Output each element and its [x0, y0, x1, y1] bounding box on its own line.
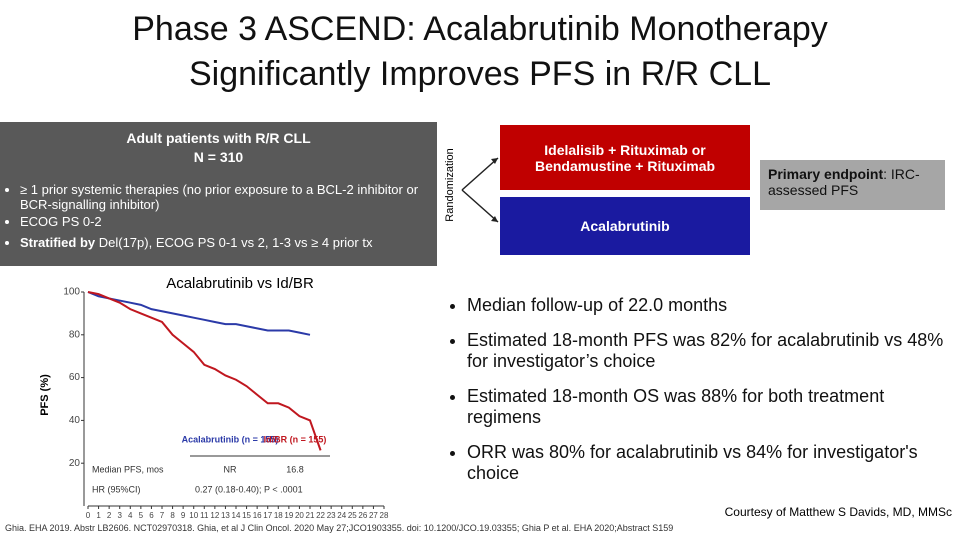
legend-entry: Acalabrutinib (n = 155)	[182, 434, 279, 444]
bullets: Median follow-up of 22.0 months Estimate…	[445, 295, 945, 498]
x-tick-label: 11	[200, 511, 209, 520]
km-chart: Acalabrutinib vs Id/BR PFS (%) 204060801…	[39, 275, 389, 520]
x-tick-label: 27	[369, 511, 378, 520]
y-tick-label: 100	[63, 287, 80, 298]
x-tick-label: 3	[117, 511, 122, 520]
table-cell: HR (95%CI)	[92, 484, 141, 494]
x-tick-label: 5	[139, 511, 144, 520]
courtesy: Courtesy of Matthew S Davids, MD, MMSc	[724, 505, 952, 519]
endpoint-box: Primary endpoint: IRC-assessed PFS	[760, 160, 945, 210]
stratification: Stratified by Del(17p), ECOG PS 0-1 vs 2…	[20, 235, 420, 250]
criterion: ECOG PS 0-2	[20, 214, 420, 229]
x-tick-label: 1	[96, 511, 101, 520]
chart-title: Acalabrutinib vs Id/BR	[166, 275, 314, 292]
x-tick-label: 9	[181, 511, 186, 520]
y-axis-label: PFS (%)	[39, 374, 51, 416]
x-tick-label: 20	[295, 511, 304, 520]
bullet: Estimated 18-month PFS was 82% for acala…	[467, 330, 945, 372]
x-tick-label: 6	[149, 511, 154, 520]
y-tick-label: 60	[69, 372, 81, 383]
km-curve	[87, 291, 311, 336]
table-cell: NR	[224, 464, 237, 474]
arm: Idelalisib + Rituximab or Bendamustine +…	[534, 141, 716, 174]
x-tick-label: 8	[170, 511, 175, 520]
x-tick-label: 23	[327, 511, 336, 520]
x-tick-label: 26	[358, 511, 367, 520]
x-tick-label: 14	[232, 511, 241, 520]
arrows	[461, 157, 499, 223]
x-tick-label: 21	[306, 511, 315, 520]
design-box: Adult patients with R/R CLL N = 310 ≥ 1 …	[0, 122, 437, 266]
km-curve	[87, 291, 322, 451]
design-heading: Adult patients with R/R CLL	[126, 130, 311, 146]
citation: Ghia. EHA 2019. Abstr LB2606. NCT0297031…	[5, 523, 674, 533]
x-tick-label: 17	[263, 511, 272, 520]
x-tick-label: 18	[274, 511, 283, 520]
slide-title: Significantly Improves PFS in R/R CLL	[189, 55, 771, 93]
table-cell: 0.27 (0.18-0.40); P < .0001	[195, 484, 303, 494]
arm-box: Acalabrutinib	[500, 197, 750, 255]
bullet: Estimated 18-month OS was 88% for both t…	[467, 386, 945, 428]
x-tick-label: 15	[242, 511, 251, 520]
y-tick-label: 20	[69, 458, 81, 469]
text: Del(17p), ECOG PS 0-1 vs 2, 1-3 vs ≥ 4 p…	[95, 235, 373, 250]
table-cell: Median PFS, mos	[92, 464, 164, 474]
randomization-label: Randomization	[444, 148, 456, 222]
x-tick-label: 13	[221, 511, 230, 520]
bullet: Median follow-up of 22.0 months	[467, 295, 945, 316]
criteria: ≥ 1 prior systemic therapies (no prior e…	[0, 182, 420, 252]
label: Primary endpoint	[768, 166, 884, 182]
label: Stratified by	[20, 235, 96, 250]
text: : IRC-assessed PFS	[768, 166, 920, 198]
x-tick-label: 28	[380, 511, 389, 520]
x-tick-label: 25	[348, 511, 357, 520]
slide-title: Phase 3 ASCEND: Acalabrutinib Monotherap…	[132, 10, 828, 48]
y-tick-label: 80	[69, 329, 81, 340]
arm-box: Idelalisib + Rituximab or Bendamustine +…	[500, 125, 750, 190]
x-tick-label: 0	[86, 511, 91, 520]
x-tick-label: 16	[253, 511, 262, 520]
x-tick-label: 10	[189, 511, 198, 520]
x-tick-label: 4	[128, 511, 133, 520]
criterion: ≥ 1 prior systemic therapies (no prior e…	[20, 182, 420, 212]
legend-entry: Id/BR (n = 155)	[264, 434, 327, 444]
x-tick-label: 12	[210, 511, 219, 520]
x-tick-label: 19	[284, 511, 293, 520]
y-tick-label: 40	[69, 415, 81, 426]
design-n: N = 310	[193, 149, 244, 165]
table-cell: 16.8	[286, 464, 304, 474]
x-tick-label: 22	[316, 511, 325, 520]
x-tick-label: 2	[107, 511, 112, 520]
bullet: ORR was 80% for acalabrutinib vs 84% for…	[467, 442, 945, 484]
x-tick-label: 7	[160, 511, 165, 520]
x-tick-label: 24	[337, 511, 346, 520]
arm: Acalabrutinib	[580, 218, 670, 234]
